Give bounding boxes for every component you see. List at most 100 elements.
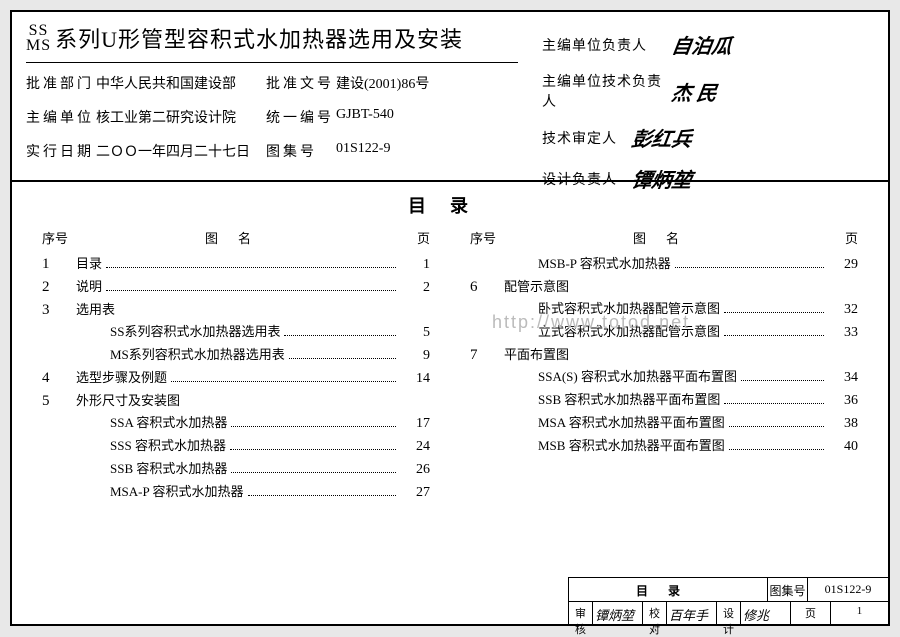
toc-dots — [248, 495, 396, 496]
footer-proof-sig: 百年手 — [667, 602, 717, 624]
toc-page: 24 — [400, 436, 430, 458]
header-name: 图名 — [76, 228, 400, 247]
toc-name: MSB 容积式水加热器平面布置图 — [538, 435, 725, 457]
toc-dots — [106, 290, 396, 291]
toc-row: 立式容积式水加热器配管示意图33 — [470, 321, 858, 344]
toc-left-column: 序号 图名 页 1目录12说明23选用表SS系列容积式水加热器选用表5MS系列容… — [42, 228, 430, 504]
toc-row: SS系列容积式水加热器选用表5 — [42, 321, 430, 344]
toc-page: 17 — [400, 413, 430, 435]
header-right: 主编单位负责人 自泊瓜 主编单位技术负责人 杰 民 技术审定人 彭红兵 设计负责… — [532, 12, 888, 180]
tech-rev-label: 技术审定人 — [542, 128, 632, 148]
footer-page-label: 页 — [791, 602, 831, 624]
approve-doc-label: 批准文号 — [266, 73, 336, 93]
toc-dots — [729, 449, 824, 450]
footer-check-label: 审核 — [569, 602, 593, 624]
drawing-sheet: SS MS 系列U形管型容积式水加热器选用及安装 批准部门 中华人民共和国建设部… — [10, 10, 890, 626]
footer-block-title: 目录 — [569, 578, 768, 601]
toc-page: 38 — [828, 413, 858, 435]
toc-name: 卧式容积式水加热器配管示意图 — [538, 298, 720, 320]
toc-dots — [741, 380, 824, 381]
toc-page: 33 — [828, 322, 858, 344]
footer-check-sig: 镡炳堃 — [593, 602, 643, 624]
toc-name: SSB 容积式水加热器平面布置图 — [538, 389, 720, 411]
toc-row: SSB 容积式水加热器平面布置图36 — [470, 389, 858, 412]
toc-dots — [230, 449, 396, 450]
toc-row: SSA(S) 容积式水加热器平面布置图 34 — [470, 366, 858, 389]
toc-row: MS系列容积式水加热器选用表 9 — [42, 344, 430, 367]
toc-title: 目录 — [42, 192, 858, 218]
toc-name: 选型步骤及例题 — [76, 367, 167, 389]
toc-col-header: 序号 图名 页 — [42, 228, 430, 247]
toc-columns: 序号 图名 页 1目录12说明23选用表SS系列容积式水加热器选用表5MS系列容… — [42, 228, 858, 504]
toc-name: 目录 — [76, 253, 102, 275]
footer-block: 目录 图集号 01S122-9 审核 镡炳堃 校对 百年手 设计 修兆 页 1 — [568, 577, 888, 624]
header-page: 页 — [828, 228, 858, 247]
header-seq: 序号 — [470, 228, 504, 247]
approve-doc-value: 建设(2001)86号 — [336, 73, 486, 93]
table-of-contents: 目录 序号 图名 页 1目录12说明23选用表SS系列容积式水加热器选用表5MS… — [12, 182, 888, 504]
header-name: 图名 — [504, 228, 828, 247]
header-left: SS MS 系列U形管型容积式水加热器选用及安装 批准部门 中华人民共和国建设部… — [12, 12, 532, 180]
toc-dots — [171, 381, 396, 382]
exec-date-value: 二ＯＯ一年四月二十七日 — [96, 141, 266, 161]
toc-seq: 5 — [42, 390, 76, 412]
exec-date-label: 实行日期 — [26, 141, 96, 161]
toc-name: MS系列容积式水加热器选用表 — [110, 344, 285, 366]
prefix-ss: SS — [26, 23, 51, 38]
toc-name: SS系列容积式水加热器选用表 — [110, 321, 280, 343]
toc-page: 40 — [828, 436, 858, 458]
toc-seq: 4 — [42, 367, 76, 389]
toc-row: 卧式容积式水加热器配管示意图32 — [470, 298, 858, 321]
toc-seq: 6 — [470, 276, 504, 298]
toc-page: 34 — [828, 367, 858, 389]
chief-unit-signature: 自泊瓜 — [670, 30, 734, 59]
code-value: GJBT-540 — [336, 107, 486, 127]
toc-dots — [284, 335, 396, 336]
toc-name: SSB 容积式水加热器 — [110, 458, 227, 480]
tech-unit-label: 主编单位技术负责人 — [542, 71, 672, 111]
tech-rev-signature: 彭红兵 — [630, 123, 694, 152]
toc-name: 外形尺寸及安装图 — [76, 390, 180, 412]
toc-row: MSB-P 容积式水加热器 29 — [470, 253, 858, 276]
atlas-value: 01S122-9 — [336, 141, 486, 161]
footer-top-row: 目录 图集号 01S122-9 — [569, 578, 888, 602]
toc-row: MSB 容积式水加热器平面布置图 40 — [470, 435, 858, 458]
toc-dots — [724, 312, 824, 313]
toc-page: 1 — [400, 254, 430, 276]
toc-page: 2 — [400, 277, 430, 299]
toc-row: 3选用表 — [42, 299, 430, 321]
title-prefix: SS MS — [26, 23, 51, 53]
toc-seq: 7 — [470, 344, 504, 366]
toc-name: 说明 — [76, 276, 102, 298]
toc-seq: 3 — [42, 299, 76, 321]
toc-seq: 1 — [42, 253, 76, 275]
sig-design: 设计负责人 镡炳堃 — [542, 164, 878, 193]
header-seq: 序号 — [42, 228, 76, 247]
toc-name: MSB-P 容积式水加热器 — [538, 253, 671, 275]
footer-bottom-row: 审核 镡炳堃 校对 百年手 设计 修兆 页 1 — [569, 602, 888, 624]
toc-row: SSA 容积式水加热器 17 — [42, 412, 430, 435]
toc-row: SSB 容积式水加热器26 — [42, 458, 430, 481]
toc-page: 29 — [828, 254, 858, 276]
toc-name: SSA(S) 容积式水加热器平面布置图 — [538, 366, 737, 388]
footer-design-label: 设计 — [717, 602, 741, 624]
toc-name: SSA 容积式水加热器 — [110, 412, 227, 434]
toc-dots — [106, 267, 396, 268]
footer-page-value: 1 — [831, 602, 888, 624]
toc-page: 9 — [400, 345, 430, 367]
toc-dots — [729, 426, 824, 427]
toc-row: 6配管示意图 — [470, 276, 858, 298]
toc-row: MSA-P 容积式水加热器27 — [42, 481, 430, 504]
toc-row: 5外形尺寸及安装图 — [42, 390, 430, 412]
toc-dots — [231, 426, 396, 427]
editor-unit-label: 主编单位 — [26, 107, 96, 127]
footer-atlas-label: 图集号 — [768, 578, 808, 601]
atlas-label: 图集号 — [266, 141, 336, 161]
title-row: SS MS 系列U形管型容积式水加热器选用及安装 — [26, 22, 518, 63]
design-label: 设计负责人 — [542, 169, 632, 189]
header: SS MS 系列U形管型容积式水加热器选用及安装 批准部门 中华人民共和国建设部… — [12, 12, 888, 182]
sig-tech-unit: 主编单位技术负责人 杰 民 — [542, 71, 878, 111]
toc-name: 配管示意图 — [504, 276, 569, 298]
sig-tech-rev: 技术审定人 彭红兵 — [542, 123, 878, 152]
sig-chief-unit: 主编单位负责人 自泊瓜 — [542, 30, 878, 59]
